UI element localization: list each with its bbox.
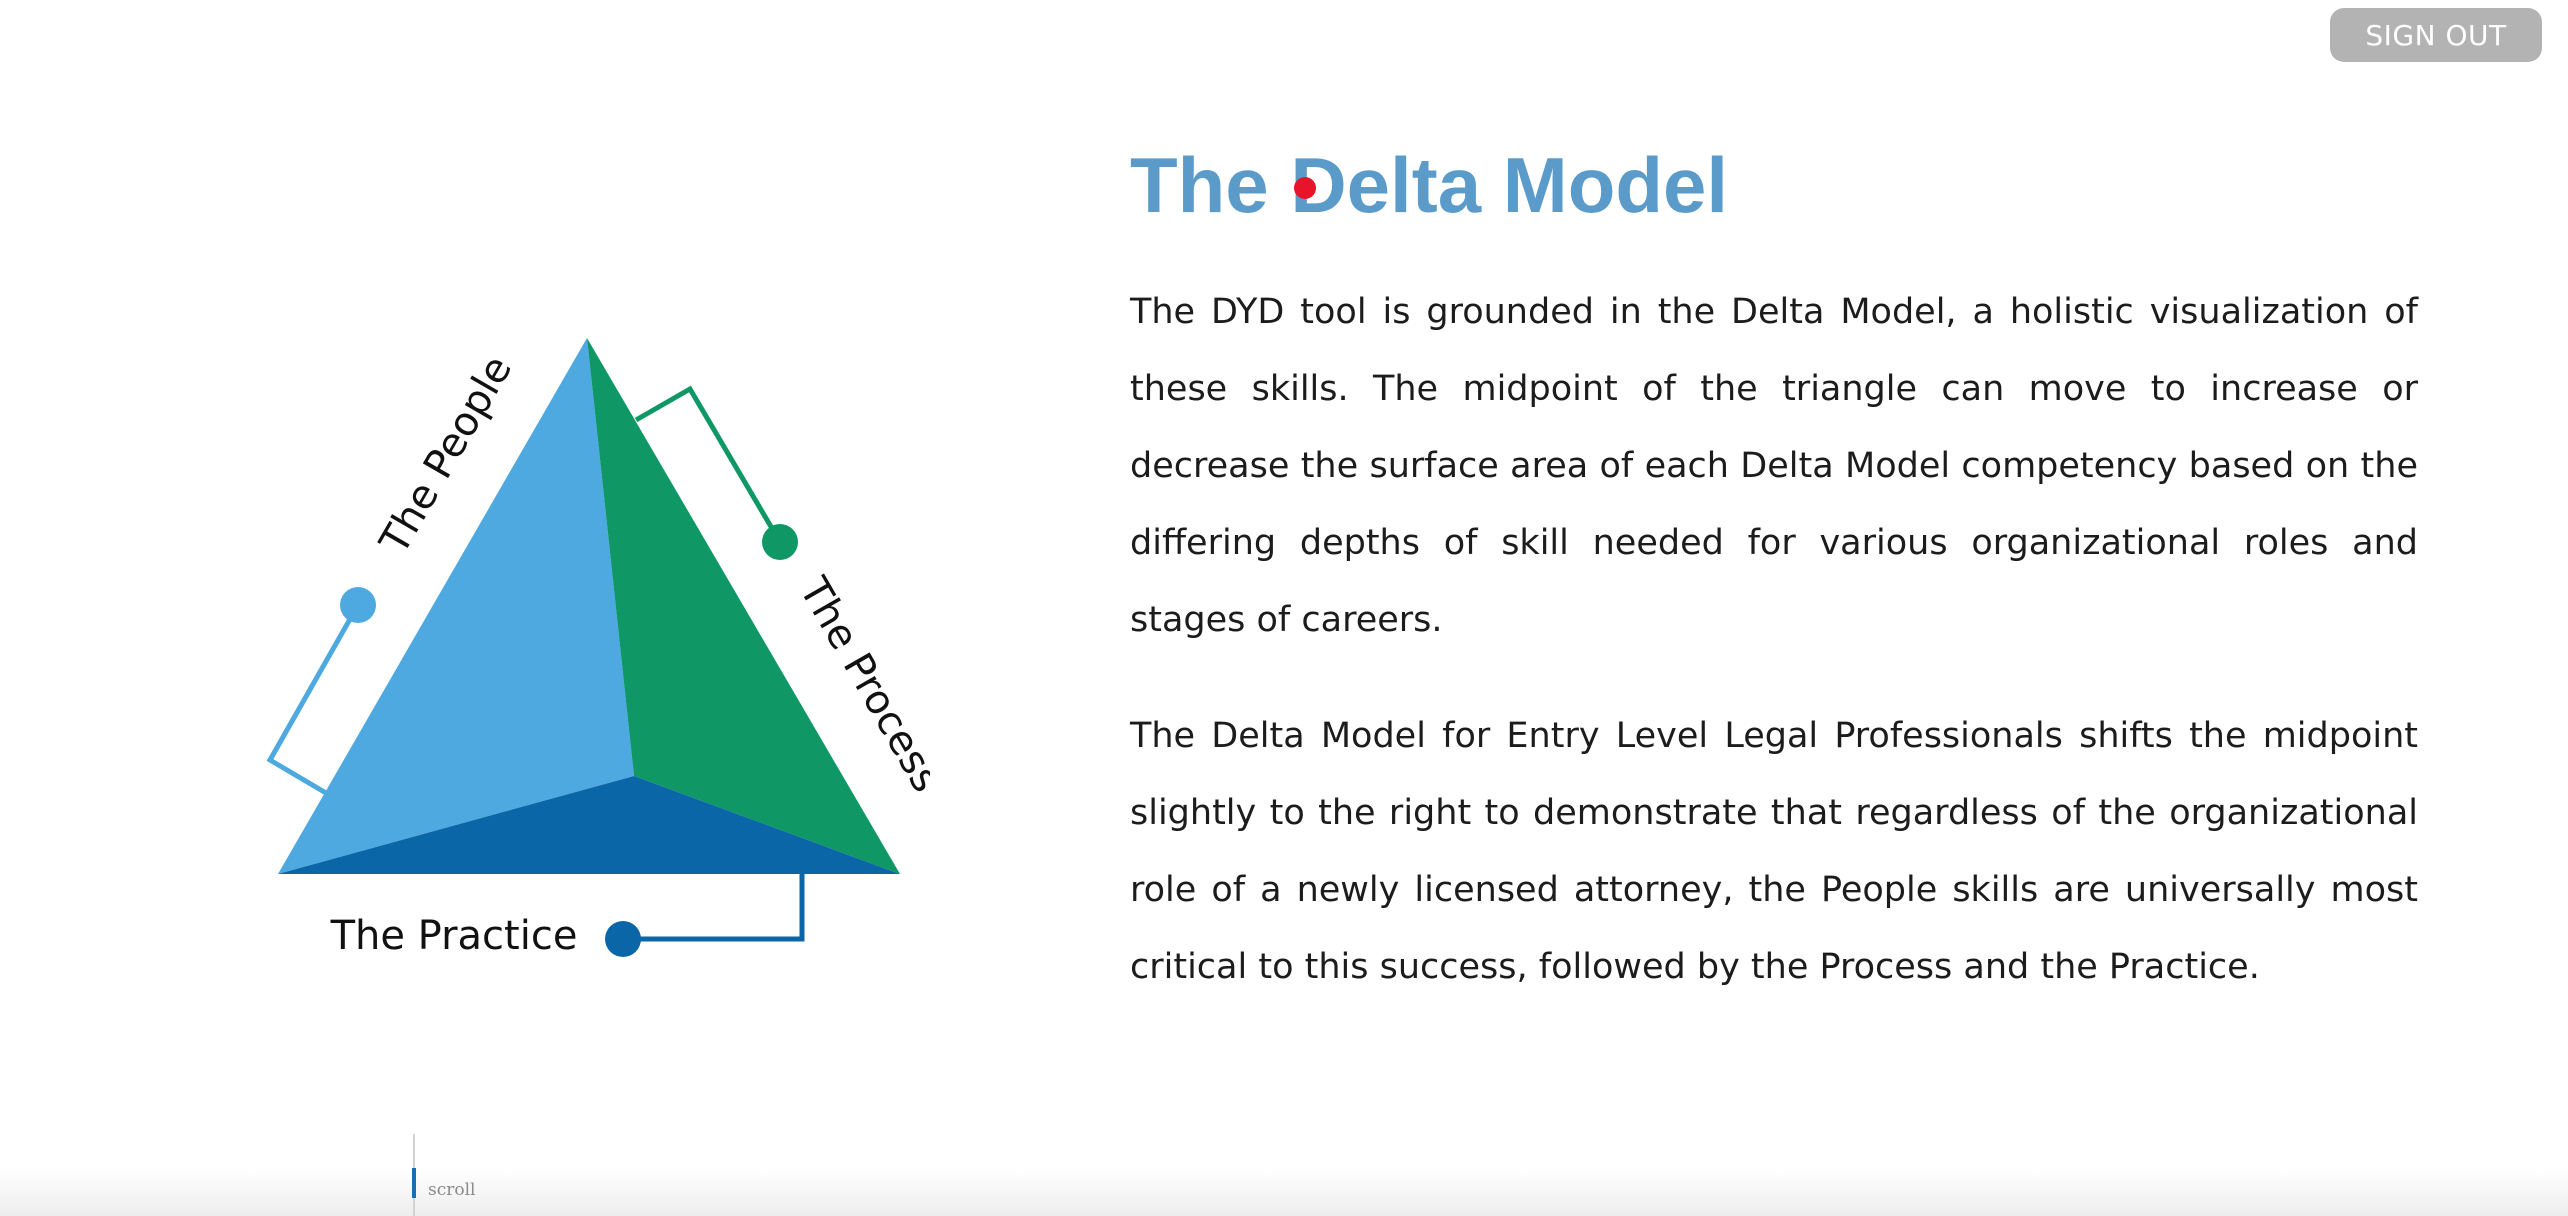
delta-model-diagram: The People The Process The Practice: [266, 338, 930, 959]
practice-connector: [623, 874, 805, 942]
sign-out-button[interactable]: SIGN OUT: [2330, 8, 2542, 62]
people-face: [278, 338, 634, 874]
scroll-thumb[interactable]: [412, 1168, 416, 1198]
people-connector: [266, 603, 361, 796]
entry-level-paragraph: The Delta Model for Entry Level Legal Pr…: [1130, 716, 2418, 987]
page-title: The Delta Model: [1130, 141, 1729, 229]
process-face: [587, 338, 900, 874]
intro-paragraph: The DYD tool is grounded in the Delta Mo…: [1130, 292, 2418, 640]
process-dot: [762, 524, 798, 560]
cursor-indicator: [1294, 177, 1316, 199]
practice-dot: [605, 921, 641, 957]
practice-face: [278, 776, 900, 874]
people-dot: [340, 587, 376, 623]
bottom-fade: [0, 1168, 2568, 1216]
scroll-label: scroll: [428, 1180, 476, 1200]
process-connector: [634, 385, 783, 544]
practice-label: The Practice: [330, 913, 578, 959]
